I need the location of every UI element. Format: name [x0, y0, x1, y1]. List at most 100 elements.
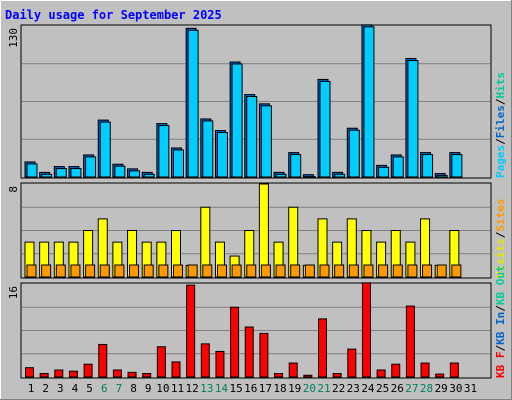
bar-kbf: [303, 374, 313, 378]
bar-files: [334, 173, 346, 178]
bar-sites: [378, 264, 389, 278]
bar-kbf: [200, 343, 210, 378]
bar-sites: [114, 264, 125, 278]
bar-kbf: [274, 373, 284, 378]
panel-hits-max-label: 130: [7, 28, 20, 48]
bar-files: [422, 154, 434, 178]
bar-sites: [363, 264, 374, 278]
bar-files: [202, 120, 214, 178]
legend-hits: Hits: [494, 72, 507, 99]
x-tick-label: 3: [57, 382, 64, 395]
bar-kbf: [318, 318, 327, 378]
legend-sep-1: /: [494, 138, 507, 145]
legend-kbin: KB In: [494, 312, 507, 345]
bar-sites: [260, 264, 271, 278]
x-tick-label: 13: [200, 382, 213, 395]
bar-files: [158, 125, 170, 178]
bar-sites: [231, 264, 242, 278]
legend-kbout: KB Out: [494, 265, 507, 305]
bar-visits: [258, 183, 269, 278]
bar-sites: [55, 264, 66, 278]
bar-sites: [451, 264, 462, 278]
legend-pages: Pages: [494, 145, 507, 178]
bar-kbf: [68, 370, 78, 378]
bar-files: [451, 154, 463, 178]
x-tick-label: 4: [72, 382, 79, 395]
bar-kbf: [332, 373, 342, 378]
bar-kbf: [25, 367, 34, 378]
legend-sep-2: /: [494, 98, 507, 105]
bar-files: [187, 29, 199, 178]
x-tick-label: 15: [229, 382, 242, 395]
bar-kbf: [39, 373, 49, 378]
bar-files: [143, 173, 155, 178]
bar-sites: [187, 264, 198, 278]
bar-kbf: [54, 369, 64, 378]
bar-sites: [319, 264, 330, 278]
bar-sites: [304, 264, 315, 278]
bar-files: [290, 154, 302, 178]
x-tick-label: 11: [171, 382, 184, 395]
bar-kbf: [449, 362, 459, 378]
bar-kbf: [142, 373, 152, 378]
x-axis-labels: 1 2 3 4 5 6 7 8 9 10 11 12 13 14 15 16 17 18 19 20 21 22 23 24 2…: [28, 382, 477, 395]
bar-sites: [129, 264, 140, 278]
bar-files: [260, 105, 272, 178]
x-tick-label: 20: [303, 382, 316, 395]
x-tick-label: 1: [28, 382, 35, 395]
bar-files: [114, 165, 126, 178]
legend-sep-5: /: [494, 305, 507, 312]
bar-files: [378, 166, 390, 178]
bar-sites: [290, 264, 301, 278]
bar-sites: [436, 264, 447, 278]
x-tick-label: 23: [347, 382, 360, 395]
x-tick-label: 8: [130, 382, 137, 395]
bar-files: [319, 80, 331, 178]
x-tick-label: 16: [244, 382, 257, 395]
bar-files: [216, 132, 228, 178]
x-tick-label: 21: [317, 382, 330, 395]
bar-kbf: [186, 284, 196, 378]
bar-sites: [275, 264, 286, 278]
legend-visits: Visits: [494, 238, 507, 278]
bar-sites: [158, 264, 169, 278]
bar-sites: [407, 264, 418, 278]
bar-kbf: [391, 363, 401, 378]
chart-title: Daily usage for September 2025: [5, 8, 222, 22]
bar-kbf: [156, 346, 166, 378]
bar-kbf: [127, 371, 137, 378]
x-tick-label: 22: [332, 382, 345, 395]
bar-files: [99, 121, 111, 178]
bar-kbf: [405, 305, 415, 378]
bar-kbf: [420, 362, 430, 378]
legend-kbf: KB F: [494, 352, 507, 379]
legend-sites: Sites: [494, 199, 507, 232]
bar-files: [26, 163, 38, 178]
bar-sites: [41, 264, 52, 278]
bar-sites: [392, 264, 403, 278]
bar-kbf: [347, 348, 357, 378]
bar-kbf: [361, 282, 371, 378]
x-tick-label: 5: [86, 382, 93, 395]
bar-sites: [85, 264, 96, 278]
x-tick-label: 14: [215, 382, 229, 395]
bar-kbf: [215, 350, 225, 378]
x-tick-label: 12: [186, 382, 199, 395]
bar-sites: [422, 264, 433, 278]
panel-kbytes-max-label: 16: [7, 286, 20, 299]
bar-kbf: [435, 373, 445, 378]
bar-sites: [348, 264, 359, 278]
x-tick-label: 7: [116, 382, 123, 395]
x-tick-label: 19: [288, 382, 301, 395]
bar-files: [348, 129, 360, 178]
legend-visits-panel: Visits/Sites: [494, 199, 507, 279]
bar-files: [173, 149, 184, 178]
x-tick-label: 30: [449, 382, 462, 395]
legend-sep-3: /: [494, 231, 507, 238]
x-tick-label: 26: [391, 382, 404, 395]
legend-sep-4: /: [494, 345, 507, 352]
bar-kbf: [112, 369, 122, 378]
x-tick-label: 18: [273, 382, 286, 395]
panel-visits-max-label: 8: [7, 186, 20, 193]
